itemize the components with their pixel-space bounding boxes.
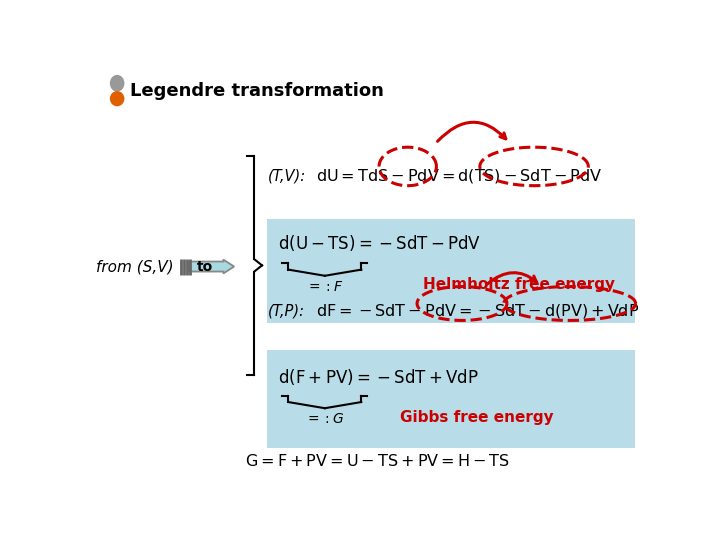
Text: to: to <box>197 260 213 274</box>
Text: $\mathrm{d(U - TS) = -SdT - PdV}$: $\mathrm{d(U - TS) = -SdT - PdV}$ <box>279 233 482 253</box>
Ellipse shape <box>111 76 124 91</box>
FancyBboxPatch shape <box>266 350 635 448</box>
Text: $\mathrm{d(F + PV) = -SdT + VdP}$: $\mathrm{d(F + PV) = -SdT + VdP}$ <box>279 367 479 387</box>
Text: Gibbs free energy: Gibbs free energy <box>400 410 554 425</box>
Text: $\mathrm{G = F + PV = U - TS + PV = H - TS}$: $\mathrm{G = F + PV = U - TS + PV = H - … <box>245 454 510 469</box>
Text: $=: F$: $=: F$ <box>306 280 343 294</box>
Text: $\mathrm{dU = TdS - PdV = d(TS) - SdT - PdV}$: $\mathrm{dU = TdS - PdV = d(TS) - SdT - … <box>316 167 603 185</box>
Text: Helmholtz free energy: Helmholtz free energy <box>423 276 616 292</box>
Text: (T,V):: (T,V): <box>269 169 307 184</box>
Text: (T,P):: (T,P): <box>269 303 305 319</box>
Text: Legendre transformation: Legendre transformation <box>130 82 384 100</box>
Ellipse shape <box>111 92 124 106</box>
FancyArrow shape <box>189 260 234 273</box>
Text: $\mathrm{dF = -SdT - PdV = -SdT - d(PV) + VdP}$: $\mathrm{dF = -SdT - PdV = -SdT - d(PV) … <box>316 302 639 320</box>
Text: from (S,V): from (S,V) <box>96 259 174 274</box>
Text: $=: G$: $=: G$ <box>305 412 344 426</box>
FancyBboxPatch shape <box>266 219 635 323</box>
